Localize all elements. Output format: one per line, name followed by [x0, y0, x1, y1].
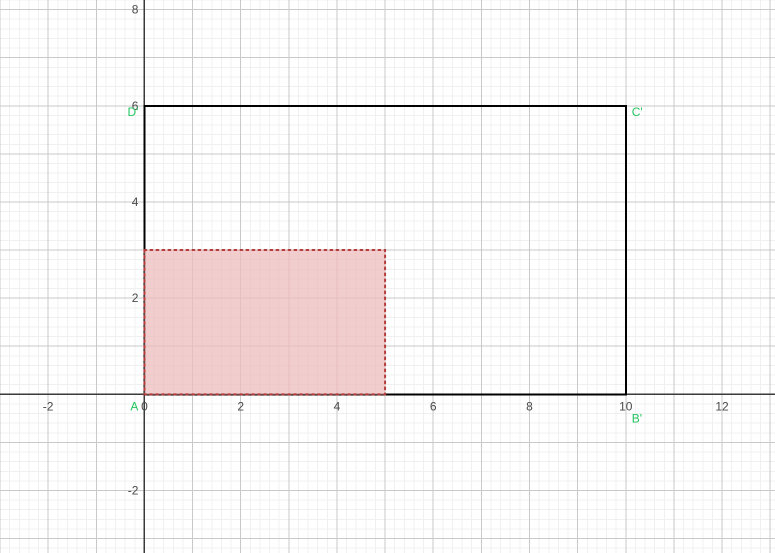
- x-tick-label: 8: [526, 399, 533, 413]
- major-grid: [0, 0, 775, 553]
- x-tick-label: 0: [141, 399, 148, 413]
- x-tick-label: 12: [715, 399, 729, 413]
- y-tick-label: -2: [128, 483, 139, 497]
- minor-grid: [0, 0, 775, 553]
- x-tick-label: 4: [334, 399, 341, 413]
- x-tick-label: 10: [619, 399, 633, 413]
- y-tick-label: 8: [132, 3, 139, 17]
- rectangle-preimage-fill: [144, 250, 385, 394]
- coordinate-plane-chart: -2024681012-22468AB'C'D': [0, 0, 775, 553]
- x-tick-label: 6: [430, 399, 437, 413]
- y-tick-label: 4: [132, 195, 139, 209]
- y-tick-label: 2: [132, 291, 139, 305]
- x-tick-label: 2: [237, 399, 244, 413]
- point-label-b-prime: B': [632, 411, 642, 425]
- point-label-a: A: [130, 399, 138, 413]
- point-label-d-prime: D': [127, 105, 138, 119]
- x-tick-label: -2: [43, 399, 54, 413]
- point-label-c-prime: C': [632, 105, 643, 119]
- axes: [0, 0, 775, 553]
